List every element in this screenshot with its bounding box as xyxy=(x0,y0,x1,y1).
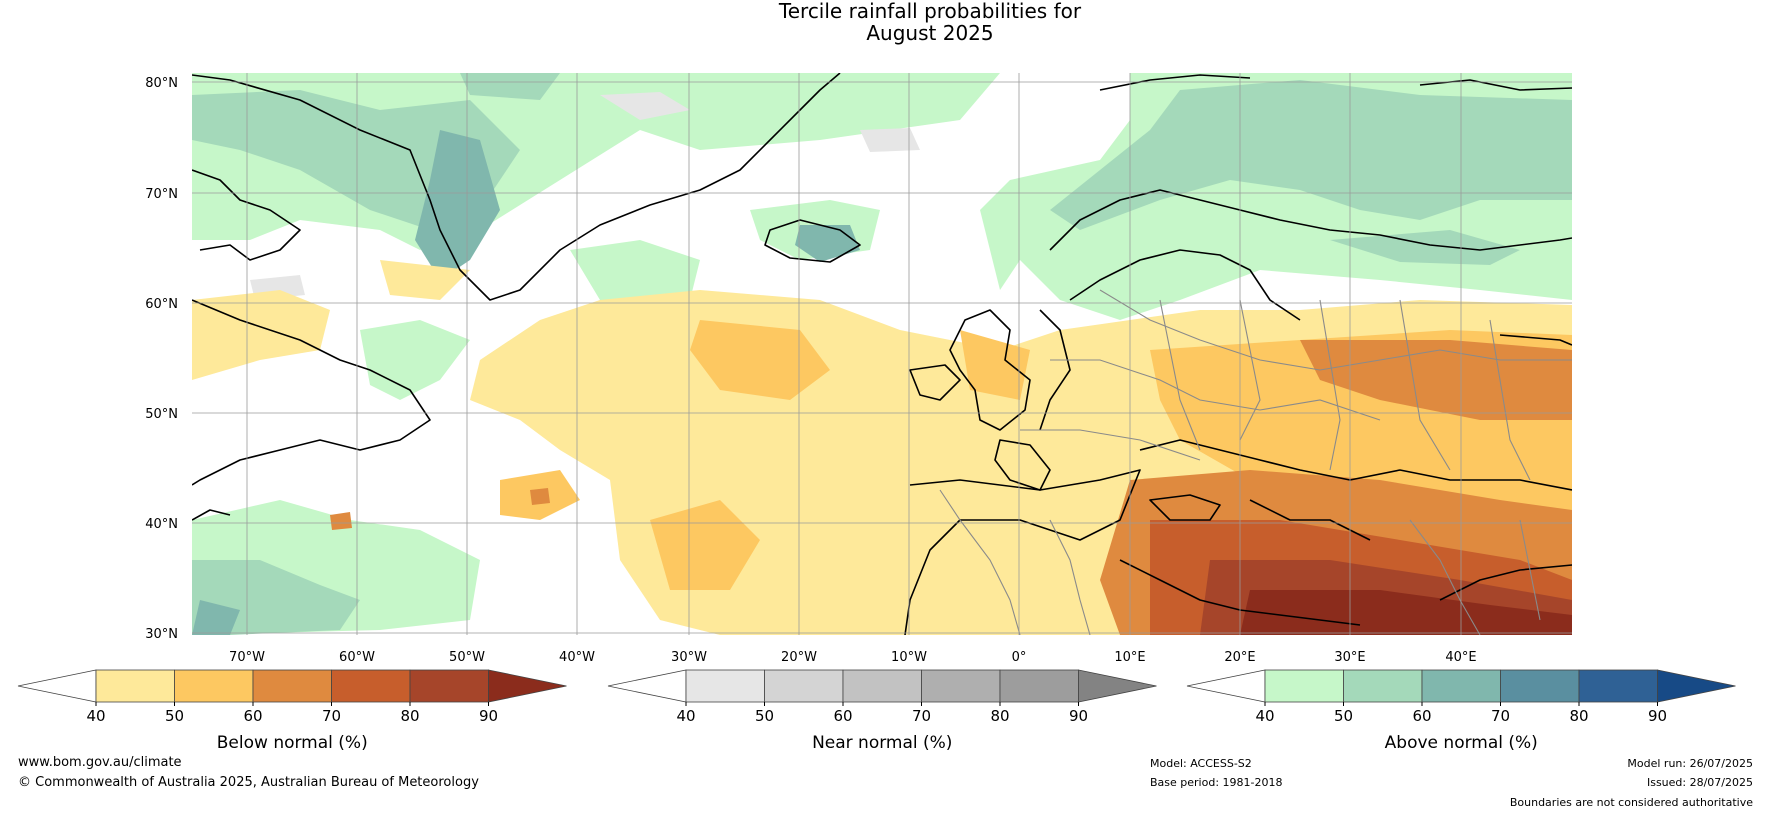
colorbar-tick-label: 90 xyxy=(1648,707,1667,725)
colorbar-segment xyxy=(331,669,411,703)
copyright-text: © Commonwealth of Australia 2025, Austra… xyxy=(18,775,479,790)
colorbar-segment xyxy=(174,669,254,703)
colorbar-segment xyxy=(95,669,175,703)
colorbar-title: Above normal (%) xyxy=(1385,733,1538,753)
map-title-line-2: August 2025 xyxy=(866,21,994,45)
colorbar-tick-label: 40 xyxy=(1255,707,1274,725)
colorbar-tick-label: 60 xyxy=(243,707,262,725)
longitude-label: 50°W xyxy=(449,650,485,665)
colorbar-2: 40 50 60 70 80 90 Above normal (%) xyxy=(1186,669,1736,753)
longitude-label: 30°E xyxy=(1334,650,1365,665)
colorbar-segment xyxy=(409,669,489,703)
colorbar-tick-label: 40 xyxy=(676,707,695,725)
colorbar-tick-label: 90 xyxy=(479,707,498,725)
website-link[interactable]: www.bom.gov.au/climate xyxy=(18,755,182,770)
longitude-label: 20°E xyxy=(1224,650,1255,665)
issued-date: Issued: 28/07/2025 xyxy=(1646,776,1753,789)
gridlines xyxy=(192,73,1572,635)
longitude-label: 10°W xyxy=(891,650,927,665)
colorbar-tick-label: 80 xyxy=(1569,707,1588,725)
colorbar-segment xyxy=(1578,669,1658,703)
map-area xyxy=(192,73,1572,635)
colorbar-low-extend xyxy=(607,669,687,703)
base-period: Base period: 1981-2018 xyxy=(1150,776,1283,789)
colorbar-segment xyxy=(1264,669,1344,703)
colorbar-title: Below normal (%) xyxy=(217,733,368,753)
country-borders xyxy=(939,289,1572,635)
colorbar-tick-label: 60 xyxy=(1412,707,1431,725)
colorbar-high-extend xyxy=(1657,669,1736,703)
colorbar-segment xyxy=(921,669,1001,703)
latitude-label: 30°N xyxy=(145,627,178,642)
latitude-label: 50°N xyxy=(145,407,178,422)
boundary-disclaimer: Boundaries are not considered authoritat… xyxy=(1509,796,1753,809)
colorbar-title: Near normal (%) xyxy=(812,733,952,753)
longitude-labels: 70°W 60°W 50°W 40°W 30°W 20°W 10°W 0° 10°E 20°E 30… xyxy=(229,650,1477,665)
latitude-labels: 80°N 70°N 60°N 50°N 40°N 30°N xyxy=(145,76,178,642)
colorbar-tick-label: 60 xyxy=(833,707,852,725)
colorbar-segment xyxy=(999,669,1079,703)
above-normal-zones xyxy=(192,73,1572,635)
colorbar-segment xyxy=(1421,669,1501,703)
colorbar-tick-label: 80 xyxy=(990,707,1009,725)
colorbar-tick-label: 70 xyxy=(912,707,931,725)
colorbar-1: 40 50 60 70 80 90 Near normal (%) xyxy=(607,669,1157,753)
colorbar-tick-label: 90 xyxy=(1069,707,1088,725)
model-name: Model: ACCESS-S2 xyxy=(1150,757,1252,770)
colorbar-high-extend xyxy=(488,669,567,703)
colorbars: 40 50 60 70 80 90 Below normal (%) 40 50 60 70 80 90… xyxy=(17,669,1736,753)
latitude-label: 60°N xyxy=(145,297,178,312)
model-run-date: Model run: 26/07/2025 xyxy=(1627,757,1753,770)
colorbar-segment xyxy=(252,669,332,703)
latitude-label: 80°N xyxy=(145,76,178,91)
colorbar-tick-label: 70 xyxy=(1491,707,1510,725)
latitude-label: 40°N xyxy=(145,517,178,532)
colorbar-tick-label: 40 xyxy=(86,707,105,725)
colorbar-0: 40 50 60 70 80 90 Below normal (%) xyxy=(17,669,567,753)
colorbar-segment xyxy=(1343,669,1423,703)
longitude-label: 70°W xyxy=(229,650,265,665)
longitude-label: 10°E xyxy=(1114,650,1145,665)
longitude-label: 30°W xyxy=(671,650,707,665)
colorbar-segment xyxy=(1500,669,1580,703)
colorbar-tick-label: 70 xyxy=(322,707,341,725)
colorbar-tick-label: 50 xyxy=(755,707,774,725)
colorbar-tick-label: 50 xyxy=(1334,707,1353,725)
colorbar-low-extend xyxy=(17,669,97,703)
longitude-label: 60°W xyxy=(339,650,375,665)
colorbar-tick-label: 50 xyxy=(165,707,184,725)
latitude-label: 70°N xyxy=(145,187,178,202)
colorbar-segment xyxy=(842,669,922,703)
longitude-label: 40°E xyxy=(1445,650,1476,665)
map-title-line-1: Tercile rainfall probabilities for xyxy=(778,0,1082,23)
longitude-label: 20°W xyxy=(781,650,817,665)
colorbar-tick-label: 80 xyxy=(400,707,419,725)
colorbar-segment xyxy=(764,669,844,703)
longitude-label: 0° xyxy=(1012,650,1027,665)
colorbar-high-extend xyxy=(1078,669,1157,703)
colorbar-segment xyxy=(685,669,765,703)
colorbar-low-extend xyxy=(1186,669,1266,703)
longitude-label: 40°W xyxy=(559,650,595,665)
